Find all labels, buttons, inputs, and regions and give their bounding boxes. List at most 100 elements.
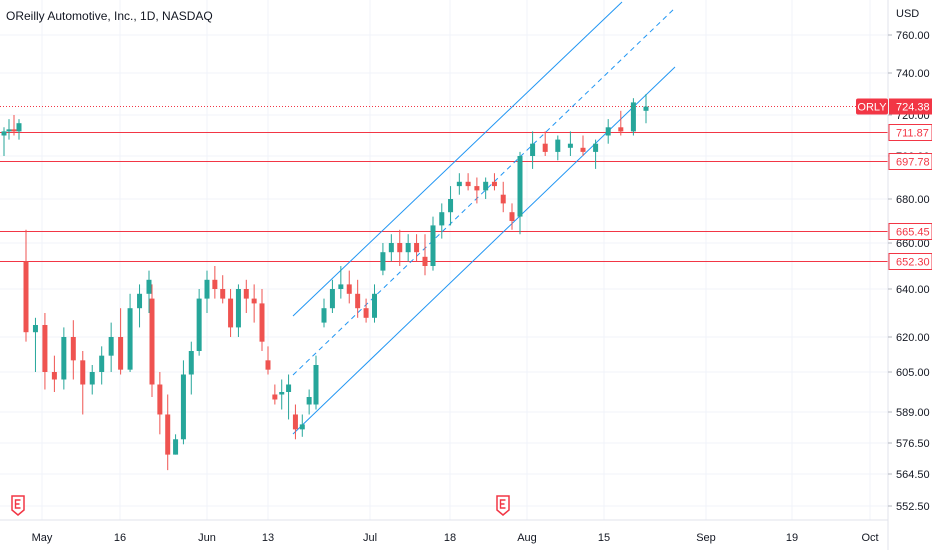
candle-body bbox=[372, 293, 377, 318]
candle-body bbox=[618, 127, 624, 132]
level-tag-label: 697.78 bbox=[896, 157, 930, 169]
candle bbox=[346, 270, 352, 304]
level-tag-label: 711.87 bbox=[896, 128, 929, 140]
candle-body bbox=[439, 212, 445, 226]
candle-body bbox=[265, 360, 271, 370]
candle bbox=[292, 404, 298, 440]
candle bbox=[137, 284, 143, 328]
candle-body bbox=[137, 293, 143, 309]
candle-body bbox=[279, 392, 285, 395]
candle-body bbox=[23, 261, 29, 333]
candle bbox=[228, 289, 234, 337]
candle-body bbox=[448, 199, 454, 213]
price-tick-label: 564.50 bbox=[896, 469, 930, 481]
candle-body bbox=[108, 337, 114, 356]
time-tick-label: 19 bbox=[786, 532, 798, 544]
time-tick-label: 18 bbox=[444, 532, 456, 544]
price-axis[interactable]: 760.00740.00720.00700.00680.00660.00640.… bbox=[888, 30, 930, 513]
candle bbox=[405, 234, 411, 262]
candle-body bbox=[180, 374, 186, 440]
earnings-e-glyph bbox=[14, 499, 21, 509]
candle-body bbox=[228, 298, 234, 328]
candle-body bbox=[220, 289, 226, 299]
candle-body bbox=[251, 298, 257, 304]
support-resistance-lines bbox=[0, 106, 888, 262]
time-axis[interactable]: May 16 Jun 13 Jul 18 Aug 15 Sep 19 Oct bbox=[32, 532, 879, 544]
candle-body bbox=[204, 279, 210, 299]
earnings-markers[interactable] bbox=[11, 495, 510, 516]
candle bbox=[491, 173, 497, 191]
candle bbox=[465, 173, 471, 191]
candle bbox=[286, 374, 292, 420]
candle-body bbox=[299, 424, 305, 430]
candle-body bbox=[567, 143, 573, 148]
level-tag bbox=[888, 253, 932, 270]
candle bbox=[509, 203, 515, 230]
candle bbox=[430, 216, 436, 271]
candle bbox=[6, 119, 12, 140]
candle bbox=[456, 173, 462, 195]
candle bbox=[251, 284, 257, 323]
candle bbox=[146, 270, 152, 313]
candle bbox=[108, 322, 114, 372]
price-tick-label: 740.00 bbox=[896, 68, 930, 80]
candle-body bbox=[272, 394, 278, 400]
candle-body bbox=[474, 186, 480, 191]
candle-body bbox=[61, 337, 67, 380]
price-tick-label: 576.50 bbox=[896, 438, 930, 450]
candle bbox=[530, 131, 536, 169]
last-price-label: 724.38 bbox=[896, 102, 930, 114]
candle-body bbox=[196, 298, 202, 351]
currency-label: USD bbox=[896, 8, 920, 20]
earnings-e-icon[interactable] bbox=[496, 495, 510, 516]
candle bbox=[321, 298, 327, 328]
channel-median-line[interactable] bbox=[292, 7, 676, 376]
candle bbox=[23, 229, 29, 342]
candle-body bbox=[405, 243, 411, 253]
candle bbox=[542, 131, 548, 156]
candle-body bbox=[1, 131, 7, 136]
candle bbox=[212, 266, 218, 299]
last-price-tag bbox=[889, 98, 932, 115]
candle-body bbox=[414, 243, 420, 253]
candle-body bbox=[530, 143, 536, 156]
candle-series bbox=[1, 94, 649, 471]
candle bbox=[51, 355, 57, 392]
earnings-e-icon[interactable] bbox=[11, 495, 25, 516]
candle-body bbox=[555, 139, 561, 152]
candle-body bbox=[118, 337, 124, 370]
candle bbox=[593, 139, 599, 169]
time-tick-label: 16 bbox=[114, 532, 126, 544]
candle-body bbox=[465, 181, 471, 187]
candle bbox=[483, 177, 489, 199]
candle-body bbox=[16, 123, 22, 132]
candle-body bbox=[422, 256, 428, 266]
candle bbox=[243, 279, 249, 313]
candle-body bbox=[146, 279, 152, 294]
candle bbox=[448, 186, 454, 226]
candle bbox=[388, 234, 394, 262]
candle bbox=[618, 110, 624, 136]
candle-body bbox=[630, 102, 636, 132]
candle bbox=[555, 135, 561, 161]
symbol-tag-label: ORLY bbox=[857, 102, 887, 114]
trend-channel[interactable] bbox=[292, 1, 676, 435]
candle-body bbox=[292, 414, 298, 430]
candle bbox=[16, 119, 22, 140]
candle bbox=[363, 298, 369, 323]
candle bbox=[355, 279, 361, 318]
candle-body bbox=[80, 360, 86, 385]
candle bbox=[99, 346, 105, 385]
time-tick-label: May bbox=[32, 532, 53, 544]
candle-body bbox=[51, 372, 57, 380]
level-tag bbox=[888, 153, 932, 170]
candle bbox=[32, 317, 38, 372]
channel-lower-line[interactable] bbox=[292, 66, 676, 435]
candle bbox=[149, 284, 155, 397]
candle-body bbox=[388, 243, 394, 253]
candle bbox=[235, 284, 241, 337]
channel-upper-line[interactable] bbox=[292, 1, 623, 317]
candle-body bbox=[188, 351, 194, 375]
candle-body bbox=[6, 129, 12, 132]
